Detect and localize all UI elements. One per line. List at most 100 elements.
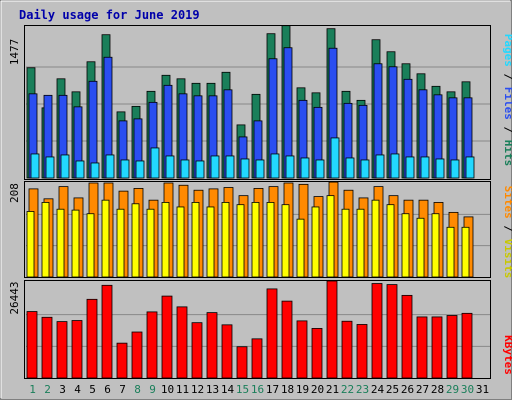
kbytes-bar [236,346,248,379]
kbytes-bar [341,320,353,379]
visits-bar [221,202,230,278]
kbytes-bar [431,316,443,379]
pages-bar [360,159,370,179]
legend-sep-3: / [502,219,512,239]
visits-bar [266,202,275,278]
pages-bar [405,156,415,179]
visits-bar [311,206,320,278]
x-tick-label: 12 [191,383,204,396]
kbytes-bar [161,295,173,379]
bars-kbytes [26,280,473,379]
x-tick-label: 15 [236,383,249,396]
x-tick-label: 4 [74,383,81,396]
visits-bar [116,208,125,278]
legend-sites: Sites [502,186,512,219]
visits-bar [41,202,50,278]
pages-bar [255,159,265,179]
visits-bar [26,211,35,278]
x-tick-label: 22 [341,383,354,396]
x-tick-label: 7 [119,383,126,396]
pages-bar [300,157,310,179]
svg-text:KBytes: KBytes [502,335,512,375]
pages-bar [165,155,175,179]
x-tick-label: 20 [311,383,324,396]
y-max-label-kbytes: 26443 [8,281,21,314]
legend-sep-2: / [502,120,512,140]
x-tick-label: 28 [431,383,444,396]
x-tick-label: 31 [476,383,489,396]
visits-bar [446,226,455,278]
visits-bar [326,195,335,278]
legend-pages: Pages [502,34,512,67]
x-tick-label: 13 [206,383,219,396]
x-tick-label: 1 [29,383,36,396]
pages-bar [240,158,250,179]
kbytes-bar [371,283,383,379]
kbytes-bar [311,328,323,379]
visits-bar [176,206,185,278]
x-tick-label: 9 [149,383,156,396]
kbytes-bar [86,298,98,379]
kbytes-bar [191,322,203,379]
pages-bar [90,162,100,179]
pages-bar [345,157,355,179]
visits-bar [296,218,305,278]
pages-bar [45,156,55,179]
visits-bar [431,213,440,278]
pages-bar [315,159,325,179]
visits-bar [251,202,260,278]
svg-text:Sites / Visits: Sites / Visits [502,186,512,279]
x-tick-label: 19 [296,383,309,396]
pages-bar [30,153,40,179]
kbytes-bar [281,300,293,379]
x-tick-label: 14 [221,383,235,396]
pages-bar [375,154,385,179]
visits-bar [71,209,80,278]
x-tick-label: 30 [461,383,474,396]
visits-bar [356,208,365,278]
pages-bar [60,154,70,179]
kbytes-bar [71,320,83,379]
pages-bar [150,147,160,179]
kbytes-bar [41,316,53,379]
x-tick-label: 10 [161,383,174,396]
kbytes-bar [446,315,458,379]
legend-visits: Visits [502,239,512,279]
kbytes-bar [131,331,143,379]
kbytes-bar [326,280,338,379]
kbytes-bar [296,320,308,379]
legend-files: Files [502,87,512,120]
x-tick-label: 17 [266,383,279,396]
kbytes-bar [56,321,68,379]
visits-bar [401,213,410,278]
pages-bar [135,160,145,179]
x-tick-label: 5 [89,383,96,396]
x-tick-label: 29 [446,383,459,396]
kbytes-bar [386,284,398,379]
x-tick-label: 24 [371,383,385,396]
x-tick-label: 23 [356,383,369,396]
visits-bar [131,203,140,278]
x-tick-label: 18 [281,383,294,396]
y-max-label-sites: 208 [8,183,21,203]
pages-bar [75,160,85,179]
pages-bar [270,153,280,179]
pages-bar [210,155,220,179]
x-tick-label: 26 [401,383,414,396]
legend-sites-panel: Sites / Visits [502,186,512,279]
kbytes-bar [101,284,113,379]
x-tick-label: 16 [251,383,264,396]
visits-bar [341,208,350,278]
visits-bar [371,199,380,278]
visits-bar [161,202,170,278]
pages-bar [180,159,190,179]
kbytes-bar [146,311,158,379]
visits-bar [86,213,95,278]
x-tick-label: 6 [104,383,111,396]
legend-kbytes-panel: KBytes [502,335,512,375]
kbytes-bar [266,288,278,379]
kbytes-bar [176,306,188,379]
visits-bar [236,204,245,278]
kbytes-bar [416,316,428,379]
